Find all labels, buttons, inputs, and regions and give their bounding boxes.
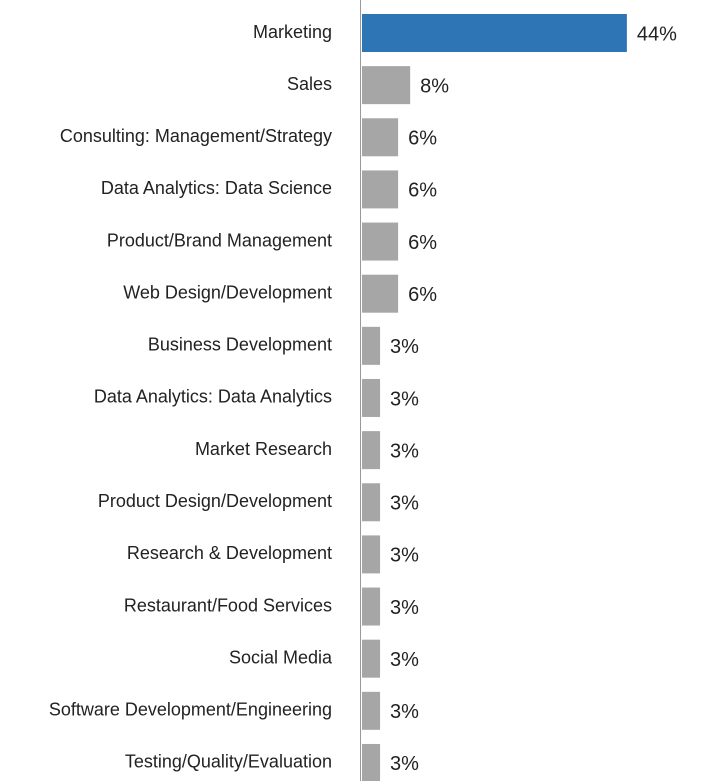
- bar: [362, 222, 399, 261]
- bar: [362, 587, 381, 626]
- value-label: 6%: [408, 180, 437, 202]
- bar: [362, 639, 381, 678]
- value-label: 3%: [390, 388, 419, 410]
- category-label: Testing/Quality/Evaluation: [125, 752, 332, 772]
- value-label: 3%: [390, 701, 419, 723]
- value-label: 6%: [408, 128, 437, 150]
- bar: [362, 535, 381, 574]
- category-label: Software Development/Engineering: [49, 700, 332, 720]
- category-label: Research & Development: [127, 543, 332, 563]
- category-label: Web Design/Development: [123, 282, 332, 302]
- value-label: 3%: [390, 753, 419, 775]
- value-label: 3%: [390, 597, 419, 619]
- value-label: 8%: [420, 75, 449, 97]
- value-label: 3%: [390, 336, 419, 358]
- category-label: Consulting: Management/Strategy: [60, 126, 332, 146]
- value-label: 44%: [637, 23, 677, 45]
- value-label: 6%: [408, 232, 437, 254]
- bar: [362, 326, 381, 365]
- bar: [362, 743, 381, 781]
- category-label: Data Analytics: Data Analytics: [94, 387, 332, 407]
- value-label: 6%: [408, 284, 437, 306]
- bar: [362, 274, 399, 313]
- bar: [362, 66, 411, 105]
- category-label: Business Development: [148, 335, 332, 355]
- bar: [362, 431, 381, 470]
- category-label: Marketing: [253, 22, 332, 42]
- category-label: Product/Brand Management: [107, 230, 332, 250]
- bar: [362, 378, 381, 417]
- category-label: Sales: [287, 74, 332, 94]
- category-label: Product Design/Development: [98, 491, 332, 511]
- value-label: 3%: [390, 440, 419, 462]
- value-label: 3%: [390, 493, 419, 515]
- bar: [362, 14, 627, 52]
- bar: [362, 483, 381, 522]
- category-label: Data Analytics: Data Science: [101, 178, 332, 198]
- value-label: 3%: [390, 545, 419, 567]
- category-label: Social Media: [229, 647, 333, 667]
- bar: [362, 691, 381, 730]
- bar: [362, 118, 399, 157]
- value-label: 3%: [390, 649, 419, 671]
- category-label: Market Research: [195, 439, 332, 459]
- category-label: Restaurant/Food Services: [124, 595, 332, 615]
- bar: [362, 170, 399, 209]
